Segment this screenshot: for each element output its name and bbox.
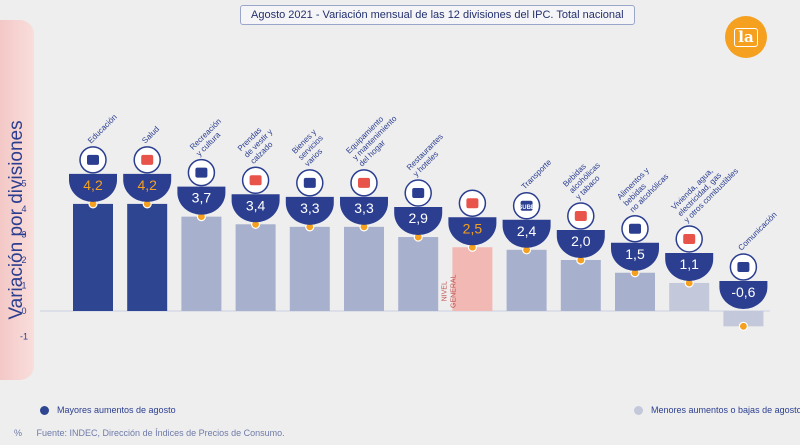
bar xyxy=(127,203,168,311)
value-marker xyxy=(738,321,749,331)
category-label: Equipamientoy mantenimientodel hogar xyxy=(344,107,405,168)
data-label: 3,3 xyxy=(300,200,320,216)
tshirt-icon-glyph xyxy=(249,175,262,186)
data-label: 3,4 xyxy=(246,197,266,213)
legend-high: Mayores aumentos de agosto xyxy=(40,405,176,415)
value-badge xyxy=(394,207,443,236)
groceries-icon-glyph xyxy=(629,223,641,234)
value-badge xyxy=(69,173,117,202)
wine-bottle-icon-glyph xyxy=(574,211,587,221)
data-label: 4,2 xyxy=(137,177,157,193)
bar xyxy=(560,260,601,311)
data-label: 3,3 xyxy=(354,200,374,216)
category-label: Recreacióny cultura xyxy=(188,117,229,158)
brand-logo: la xyxy=(725,16,767,58)
value-badge xyxy=(719,281,768,309)
data-label: 1,1 xyxy=(679,256,699,272)
bar xyxy=(669,282,710,311)
legend-low-swatch xyxy=(634,405,643,415)
bar xyxy=(73,203,113,311)
bar-inline-label: NIVEL GENERAL xyxy=(441,274,457,308)
value-badge xyxy=(556,230,605,258)
chart-title: Agosto 2021 - Variación mensual de las 1… xyxy=(240,5,635,25)
category-label: Transporte xyxy=(520,157,554,191)
legend-low: Menores aumentos o bajas de agosto xyxy=(634,405,800,415)
washing-machine-icon-glyph xyxy=(358,177,370,188)
icon-text: SUBE xyxy=(518,205,535,211)
category-label: Salud xyxy=(140,124,161,145)
value-badge xyxy=(285,196,334,225)
value-badge xyxy=(340,196,388,225)
medical-cross-icon-glyph xyxy=(141,154,154,165)
y-tick-label: 3 xyxy=(21,230,26,240)
category-label: Restaurantesy hoteles xyxy=(405,132,451,178)
category-label: Bienes yserviciosvarios xyxy=(290,127,331,168)
data-label: 4,2 xyxy=(83,177,103,193)
data-label: 2,4 xyxy=(517,223,537,239)
source-note: % Fuente: INDEC, Dirección de Índices de… xyxy=(14,428,285,438)
value-badge xyxy=(502,219,551,248)
value-badge xyxy=(177,186,226,215)
data-label: 2,9 xyxy=(408,210,428,226)
beach-umbrella-icon-glyph xyxy=(195,167,208,178)
category-label: Educación xyxy=(86,113,119,146)
data-label: -0,6 xyxy=(731,284,755,300)
value-badge xyxy=(231,194,280,223)
category-label: Bebidasalcohólicasy tabaco xyxy=(561,154,608,201)
value-badge xyxy=(665,252,714,281)
bus-sube-icon-glyph xyxy=(520,200,533,211)
value-badge xyxy=(448,217,497,246)
brand-logo-text: la xyxy=(734,27,758,47)
legend-low-label: Menores aumentos o bajas de agosto xyxy=(651,405,800,415)
category-label: Vivienda, agua,electricidad, gasy otros … xyxy=(670,154,741,225)
shopping-basket-icon-glyph xyxy=(466,198,479,209)
data-label: 3,7 xyxy=(192,190,212,206)
bar xyxy=(615,272,655,311)
category-label: Comunicación xyxy=(736,210,778,252)
smartphone-icon-glyph xyxy=(737,262,750,272)
y-tick-label: 2 xyxy=(21,255,26,265)
bar xyxy=(723,311,764,327)
bar xyxy=(398,237,439,311)
y-tick-label: -1 xyxy=(20,332,28,342)
comb-scissors-icon-glyph xyxy=(303,177,316,188)
bar xyxy=(452,247,493,311)
legend-high-label: Mayores aumentos de agosto xyxy=(57,405,176,415)
data-label: 1,5 xyxy=(625,246,645,262)
data-label: 2,0 xyxy=(571,233,591,249)
y-tick-label: 4 xyxy=(21,204,26,214)
source-text: Fuente: INDEC, Dirección de Índices de P… xyxy=(36,428,285,438)
bar xyxy=(506,249,547,311)
y-tick-label: 5 xyxy=(21,179,26,189)
category-label: Prendasde vestir ycalzado xyxy=(236,121,281,166)
bar xyxy=(344,226,384,311)
plate-cutlery-icon-glyph xyxy=(412,188,425,199)
lightbulb-icon-glyph xyxy=(683,233,696,244)
percent-unit: % xyxy=(14,428,23,438)
notebook-pencil-icon-glyph xyxy=(87,154,99,165)
y-tick-label: 0 xyxy=(21,306,26,316)
legend-high-swatch xyxy=(40,405,49,415)
data-label: 2,5 xyxy=(463,220,483,236)
bar xyxy=(181,216,222,311)
bar xyxy=(289,226,330,311)
value-badge xyxy=(123,173,172,202)
y-axis-band: Variación por divisiones xyxy=(0,20,34,380)
bar xyxy=(235,224,276,311)
bar-chart: 5 4 3 2 1 0 -1 4,2 Educación 4,2 Salud 3,7 Recreació… xyxy=(20,107,779,342)
y-tick-label: 1 xyxy=(21,281,26,291)
category-label: Alimentos ybebidasno alcohólicas xyxy=(615,159,670,214)
value-badge xyxy=(611,242,659,271)
